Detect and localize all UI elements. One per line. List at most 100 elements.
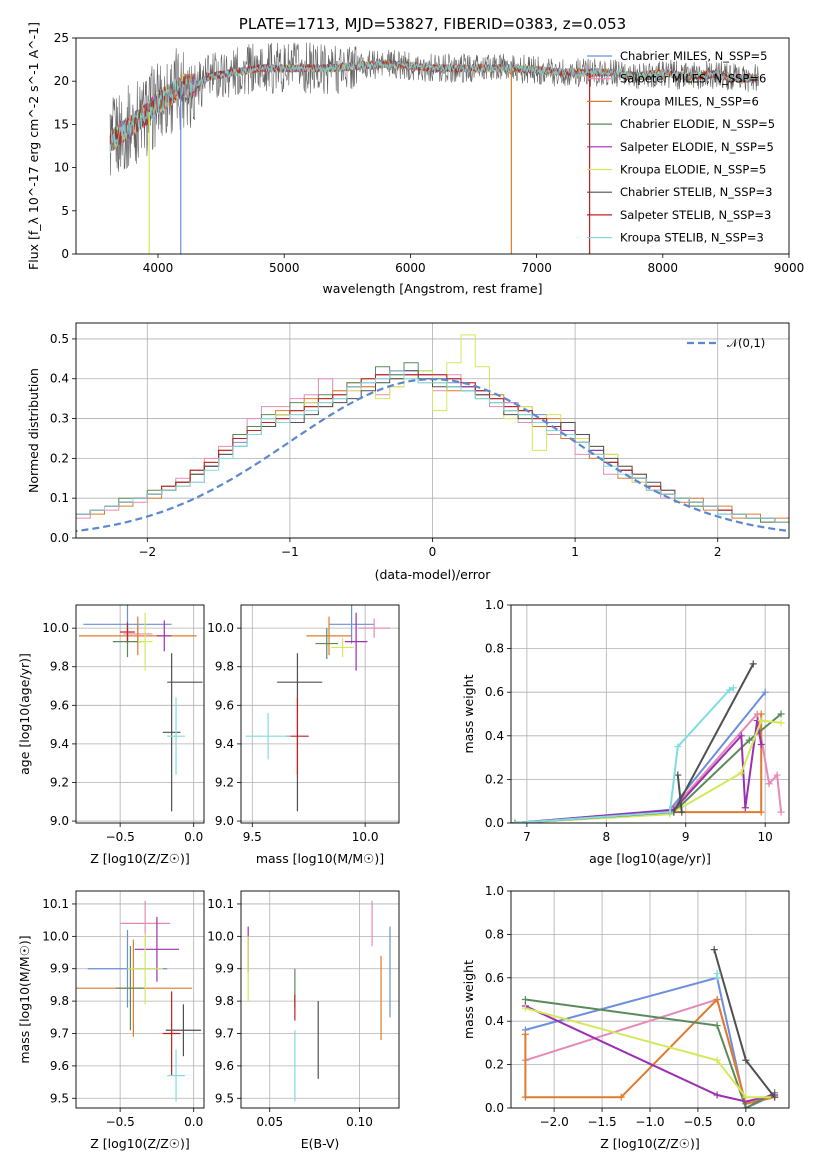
plus-marker <box>749 660 757 668</box>
plus-marker <box>742 1093 750 1101</box>
y-tick-label: 1.0 <box>485 884 504 898</box>
age-vs-Z-panel-grid <box>76 605 204 823</box>
y-tick-label: 9.4 <box>50 737 69 751</box>
y-tick-label: 0.5 <box>50 332 69 346</box>
y-axis-label: Normed distribution <box>26 368 41 493</box>
x-tick-label: −0.5 <box>683 1115 712 1129</box>
y-tick-label: 9.6 <box>215 698 234 712</box>
mass-vs-ebv-panel-grid <box>241 891 399 1108</box>
x-tick-label: 6000 <box>395 261 426 275</box>
y-tick-label: 0.1 <box>50 491 69 505</box>
plus-marker <box>757 741 765 749</box>
spectrum-legend: Chabrier MILES, N_SSP=5 Salpeter MILES, N… <box>587 49 775 245</box>
y-tick-label: 10.0 <box>42 929 69 943</box>
x-axis-label: Z [log10(Z/Z☉)] <box>90 1136 190 1151</box>
residuals-panel-plot-area <box>76 334 789 533</box>
mass-weight-line <box>524 1005 775 1103</box>
plus-marker <box>773 771 781 779</box>
y-tick-label: 0.0 <box>50 531 69 545</box>
axes-frame <box>75 322 790 539</box>
plus-marker <box>737 732 745 740</box>
y-tick-label: 9.5 <box>215 1091 234 1105</box>
residual-histogram <box>76 370 789 523</box>
y-tick-label: 9.9 <box>215 962 234 976</box>
x-tick-label: 0.10 <box>346 1115 373 1129</box>
y-axis-label: mass weight <box>461 674 476 753</box>
x-tick-label: 0.05 <box>256 1115 283 1129</box>
x-axis-label: Z [log10(Z/Z☉)] <box>90 851 190 866</box>
residual-histogram <box>76 374 789 523</box>
x-tick-label: 10.0 <box>352 830 379 844</box>
x-tick-label: −2 <box>138 545 156 559</box>
age-vs-Z-panel: −0.5 0.0 9.0 9.2 9.4 9.6 9.8 10.0 Z [log10(Z/Z☉)… <box>17 604 205 866</box>
axes-frame <box>75 890 205 1109</box>
plus-marker <box>777 719 785 727</box>
y-tick-label: 9.7 <box>50 1027 69 1041</box>
plus-marker <box>521 996 529 1003</box>
age-vs-mass-panel-grid <box>241 605 399 823</box>
mass-weight-vs-age-panel-plot-area <box>511 660 785 823</box>
mass-weight-line <box>514 720 763 823</box>
y-tick-label: 0.6 <box>485 971 504 985</box>
x-axis-label: (data-model)/error <box>375 567 492 582</box>
spectrum-title: PLATE=1713, MJD=53827, FIBERID=0383, z=0… <box>239 15 626 33</box>
plus-marker <box>713 969 721 977</box>
y-axis-label: mass weight <box>461 960 476 1039</box>
x-tick-label: 8 <box>602 830 610 844</box>
mass-weight-line <box>676 774 683 813</box>
x-tick-label: 9.5 <box>243 830 262 844</box>
model-spectrum-line <box>109 60 760 154</box>
x-tick-label: 8000 <box>648 261 679 275</box>
axes-frame <box>75 604 205 824</box>
axes-frame <box>240 890 400 1109</box>
x-axis-label: wavelength [Angstrom, rest frame] <box>322 281 542 296</box>
x-tick-label: 0.0 <box>184 1115 203 1129</box>
y-tick-label: 9.6 <box>50 698 69 712</box>
y-tick-label: 0.8 <box>485 927 504 941</box>
axes-frame <box>240 604 400 824</box>
plus-marker <box>725 686 733 694</box>
mass-vs-ebv-panel: 0.05 0.10 9.5 9.6 9.7 9.8 9.9 10.0 10.1 E(B-V) <box>207 890 400 1151</box>
x-tick-label: −1.5 <box>587 1115 616 1129</box>
x-tick-label: 0.0 <box>736 1115 755 1129</box>
normal-distribution-curve <box>76 378 789 533</box>
y-tick-label: 9.8 <box>215 994 234 1008</box>
plus-marker <box>521 1004 529 1012</box>
y-tick-label: 0 <box>61 247 69 261</box>
residual-histogram <box>76 334 789 523</box>
x-tick-label: 7 <box>523 830 531 844</box>
plus-marker <box>737 769 745 777</box>
y-tick-label: 10.0 <box>42 621 69 635</box>
y-axis-label: Flux [f_λ 10^-17 erg cm^-2 s^-1 A^-1] <box>26 22 41 270</box>
y-tick-label: 9.0 <box>50 814 69 828</box>
x-axis-label: Z [log10(Z/Z☉)] <box>600 1136 700 1151</box>
x-tick-label: 9 <box>682 830 690 844</box>
spectrum-panel: 4000 5000 6000 7000 8000 9000 0 5 10 15 20 25 wavele… <box>26 15 804 296</box>
x-tick-label: 4000 <box>143 261 174 275</box>
y-tick-label: 0.2 <box>50 451 69 465</box>
x-axis-label: age [log10(age/yr)] <box>589 851 711 866</box>
y-tick-label: 9.6 <box>50 1059 69 1073</box>
plus-marker <box>741 804 749 812</box>
plus-marker <box>742 1056 750 1064</box>
mass-weight-vs-age-panel: 7 8 9 10 0.0 0.2 0.4 0.6 0.8 1.0 age [log10(age/yr… <box>461 598 790 866</box>
age-vs-Z-panel-plot-area <box>78 605 203 812</box>
axes-frame <box>75 37 790 255</box>
mass-weight-line <box>514 711 783 823</box>
mass-weight-vs-Z-panel: −2.0 −1.5 −1.0 −0.5 0.0 0.0 0.2 0.4 0.6 0.8 1.0 Z [… <box>461 884 790 1151</box>
plus-marker <box>757 717 765 725</box>
plus-marker <box>771 1093 779 1101</box>
residuals-legend: 𝒩(0,1) <box>687 336 765 350</box>
y-tick-label: 20 <box>54 74 69 88</box>
y-tick-label: 9.7 <box>215 1027 234 1041</box>
plus-marker <box>757 808 765 816</box>
y-axis-label: age [log10(age/yr)] <box>17 653 32 775</box>
plus-marker <box>674 743 682 751</box>
age-vs-mass-panel: 9.5 10.0 9.0 9.2 9.4 9.6 9.8 10.0 mass [log10(M/… <box>207 604 400 866</box>
legend-label: Salpeter STELIB, N_SSP=3 <box>620 208 771 222</box>
y-tick-label: 5 <box>61 204 69 218</box>
plus-marker <box>713 996 721 1003</box>
y-tick-label: 25 <box>54 31 69 45</box>
plus-marker <box>742 1104 750 1108</box>
